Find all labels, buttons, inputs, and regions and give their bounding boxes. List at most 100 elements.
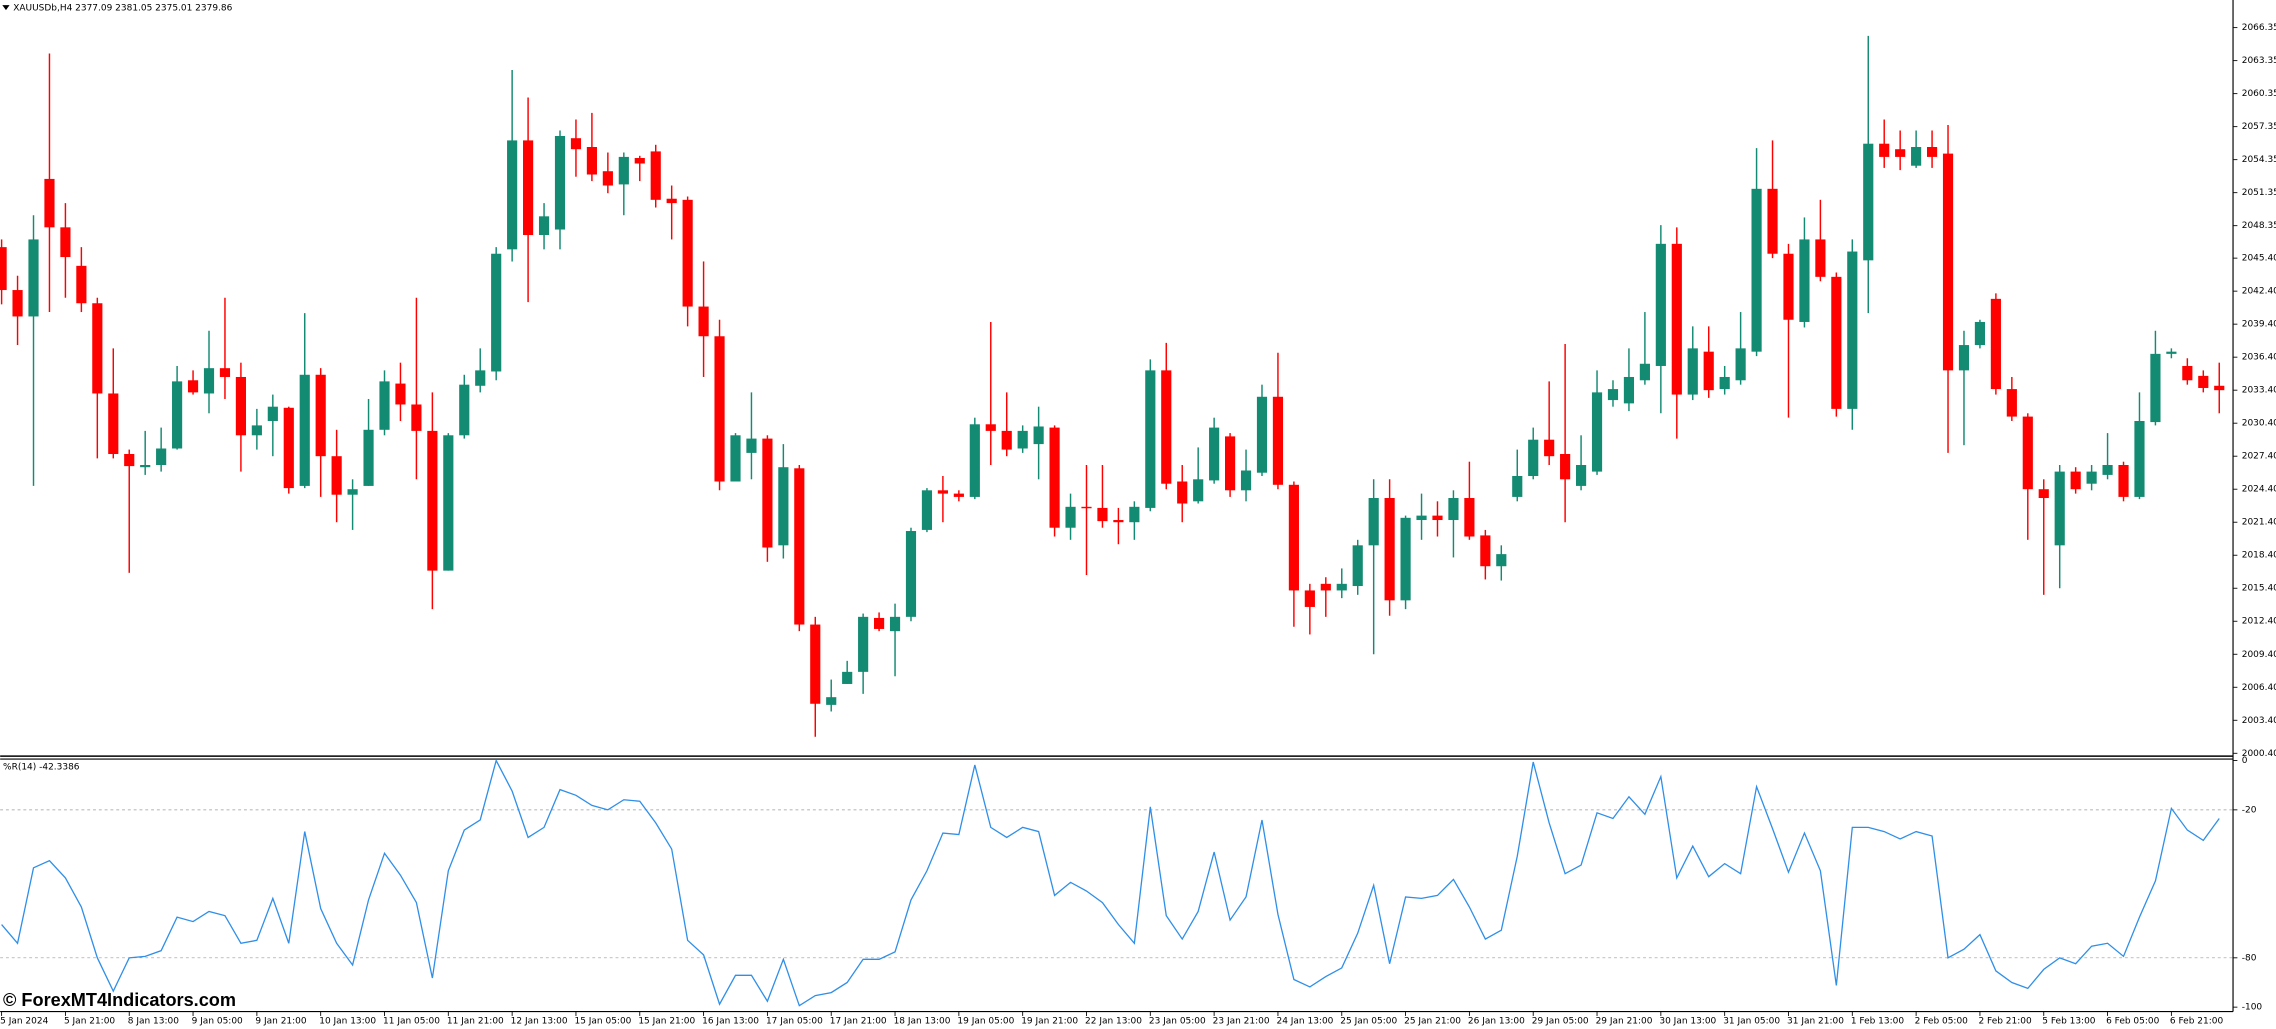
candle-body — [44, 178, 55, 228]
candle-body — [411, 404, 422, 431]
x-tick-label: 16 Jan 13:00 — [702, 1017, 759, 1027]
y-tick-label: 2003.40 — [2242, 716, 2276, 726]
candle-body — [203, 368, 215, 394]
candle-body — [698, 306, 709, 337]
candle-body — [2022, 416, 2033, 490]
candle-body — [1161, 370, 1172, 484]
y-tick-label: 2048.35 — [2242, 221, 2276, 231]
candle-body — [1799, 239, 1810, 322]
candle-body — [874, 617, 885, 629]
candle-body — [1639, 363, 1650, 381]
candle-body — [28, 239, 39, 317]
candle-body — [395, 383, 406, 405]
candle-body — [2086, 471, 2097, 484]
candle-body — [810, 624, 821, 704]
candle-body — [1017, 430, 1028, 449]
candle-body — [602, 171, 613, 186]
x-tick-label: 11 Jan 21:00 — [447, 1017, 504, 1027]
y-tick-label: 2021.40 — [2242, 518, 2276, 528]
candle-body — [2182, 365, 2193, 381]
candle-body — [682, 199, 693, 307]
y-tick-label: 2006.40 — [2242, 683, 2276, 693]
x-tick-label: 23 Jan 05:00 — [1149, 1017, 1206, 1027]
candle-body — [1591, 392, 1603, 472]
candle-body — [1831, 276, 1842, 409]
x-tick-label: 9 Jan 21:00 — [255, 1017, 306, 1027]
x-tick-label: 31 Jan 21:00 — [1787, 1017, 1844, 1027]
candle-body — [491, 253, 502, 372]
candle-body — [347, 489, 358, 495]
candle-body — [1655, 243, 1666, 366]
candle-body — [1400, 517, 1411, 601]
y-tick-label: 2054.35 — [2242, 155, 2276, 165]
y-tick-label: 2018.40 — [2242, 551, 2276, 561]
candle-body — [1607, 389, 1619, 401]
candle-body — [650, 151, 661, 200]
candle-body — [586, 147, 597, 175]
candle-body — [1081, 506, 1092, 509]
x-tick-label: 15 Jan 05:00 — [575, 1017, 632, 1027]
watermark: © ForexMT4Indicators.com — [3, 990, 236, 1010]
x-tick-label: 24 Jan 13:00 — [1276, 1017, 1333, 1027]
candle-body — [1336, 583, 1347, 591]
candle-body — [953, 493, 964, 497]
candle-body — [187, 380, 199, 393]
x-tick-label: 10 Jan 13:00 — [319, 1017, 376, 1027]
y-tick-label: 2000.40 — [2242, 749, 2276, 759]
candle-body — [2150, 353, 2161, 423]
wpr-line — [1, 758, 2220, 1007]
x-tick-label: 12 Jan 13:00 — [511, 1017, 568, 1027]
candle-body — [1304, 590, 1315, 607]
candle-body — [1129, 506, 1140, 523]
candle-body — [2198, 375, 2209, 388]
candle-body — [60, 227, 71, 258]
x-tick-label: 5 Feb 13:00 — [2042, 1017, 2096, 1027]
candle-body — [475, 370, 486, 386]
candle-body — [1288, 484, 1299, 591]
candle-body — [634, 158, 645, 164]
candle-body — [1416, 515, 1427, 521]
x-tick-label: 9 Jan 05:00 — [192, 1017, 243, 1027]
x-tick-label: 6 Feb 05:00 — [2106, 1017, 2160, 1027]
candle-body — [2166, 351, 2177, 354]
candle-body — [172, 381, 183, 449]
x-tick-label: 18 Jan 13:00 — [894, 1017, 951, 1027]
candle-body — [2038, 489, 2049, 499]
x-tick-label: 5 Jan 2024 — [0, 1017, 48, 1027]
candle-body — [2054, 471, 2065, 546]
candle-body — [443, 435, 454, 571]
candle-body — [1145, 370, 1156, 508]
candle-body — [762, 438, 773, 548]
candle-body — [1958, 345, 1970, 371]
candle-body — [794, 468, 805, 625]
x-tick-label: 15 Jan 21:00 — [638, 1017, 695, 1027]
x-tick-label: 23 Jan 21:00 — [1213, 1017, 1270, 1027]
candle-body — [1352, 545, 1363, 587]
y-tick-label: 2057.35 — [2242, 122, 2276, 132]
candle-body — [826, 697, 837, 705]
candle-body — [2118, 465, 2129, 497]
candle-body — [666, 198, 677, 204]
candle-body — [554, 136, 566, 230]
candle-body — [235, 376, 246, 436]
x-tick-label: 11 Jan 05:00 — [383, 1017, 440, 1027]
x-tick-label: 2 Feb 21:00 — [1978, 1017, 2032, 1027]
candle-body — [1448, 498, 1459, 521]
candle-body — [1113, 520, 1124, 523]
x-tick-label: 1 Feb 13:00 — [1851, 1017, 1905, 1027]
candle-body — [1847, 251, 1858, 409]
candle-body — [1368, 498, 1379, 546]
candle-body — [1719, 376, 1730, 390]
x-tick-label: 31 Jan 05:00 — [1723, 1017, 1780, 1027]
candle-body — [315, 374, 326, 457]
candle-body — [1209, 427, 1220, 481]
y-tick-label: 2036.40 — [2242, 353, 2276, 363]
x-tick-label: 6 Feb 21:00 — [2170, 1017, 2224, 1027]
candle-body — [1528, 439, 1539, 477]
x-tick-label: 25 Jan 21:00 — [1404, 1017, 1461, 1027]
candle-body — [1623, 376, 1635, 404]
candle-body — [1384, 498, 1395, 601]
y-tick-label: -80 — [2242, 953, 2257, 963]
candle-body — [379, 381, 390, 430]
candle-body — [1480, 535, 1491, 567]
